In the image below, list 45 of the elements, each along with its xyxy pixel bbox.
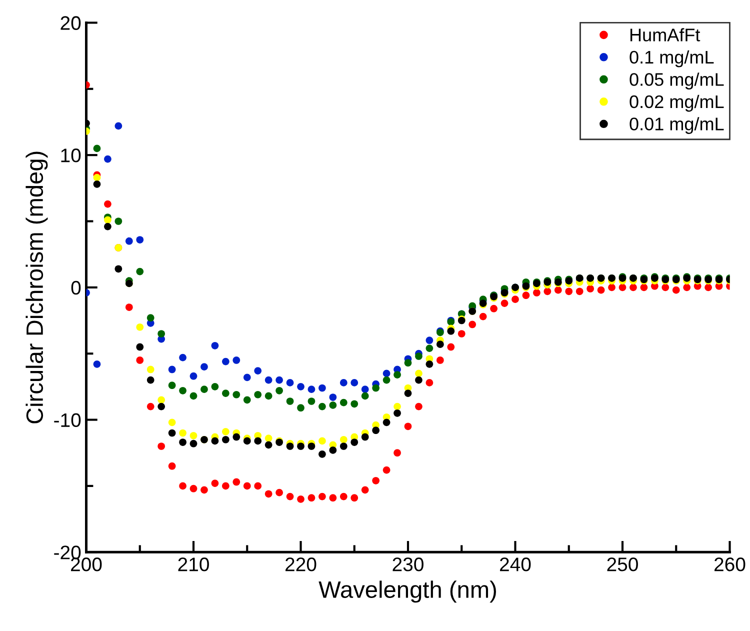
point — [222, 358, 230, 366]
point — [114, 122, 122, 130]
point — [243, 374, 251, 382]
point — [361, 386, 369, 394]
y-tick-label: -10 — [54, 413, 81, 428]
point — [136, 236, 144, 244]
point — [350, 379, 358, 386]
point — [318, 384, 326, 392]
point — [329, 394, 337, 401]
x-tick-label: 210 — [178, 558, 209, 572]
point — [200, 363, 208, 371]
point — [264, 376, 272, 384]
point — [276, 376, 283, 384]
legend-label: 0.02 mg/mL — [630, 94, 724, 112]
y-tick-label: 0 — [71, 280, 81, 295]
x-tick-label: 240 — [500, 558, 531, 572]
point — [232, 356, 240, 364]
point — [297, 383, 304, 390]
x-tick-label: 250 — [607, 558, 638, 572]
legend-label: 0.05 mg/mL — [630, 72, 724, 90]
y-axis-title: Circular Dichroism (mdeg) — [26, 152, 48, 424]
point — [211, 342, 219, 350]
point — [286, 379, 294, 386]
point — [382, 370, 390, 378]
point — [168, 366, 176, 374]
point — [104, 155, 112, 163]
y-tick-label: 10 — [61, 148, 81, 162]
point — [308, 386, 316, 394]
x-tick-label: 260 — [714, 558, 746, 572]
legend-label: HumAfFt — [630, 28, 700, 42]
legend-label: 0.01 mg/mL — [630, 117, 724, 134]
x-tick-label: 200 — [71, 558, 102, 572]
legend-label: 0.1 mg/mL — [630, 50, 714, 68]
point — [125, 237, 133, 245]
y-tick-label: -20 — [54, 546, 81, 560]
point — [190, 372, 198, 380]
x-tick-label: 220 — [286, 558, 316, 572]
point — [426, 336, 434, 344]
point — [254, 367, 262, 374]
y-tick-label: 20 — [60, 16, 81, 30]
x-tick-label: 230 — [392, 558, 424, 572]
point — [93, 360, 101, 368]
x-axis-title: Wavelength (nm) — [318, 580, 496, 603]
point — [179, 354, 186, 362]
point — [340, 379, 348, 386]
